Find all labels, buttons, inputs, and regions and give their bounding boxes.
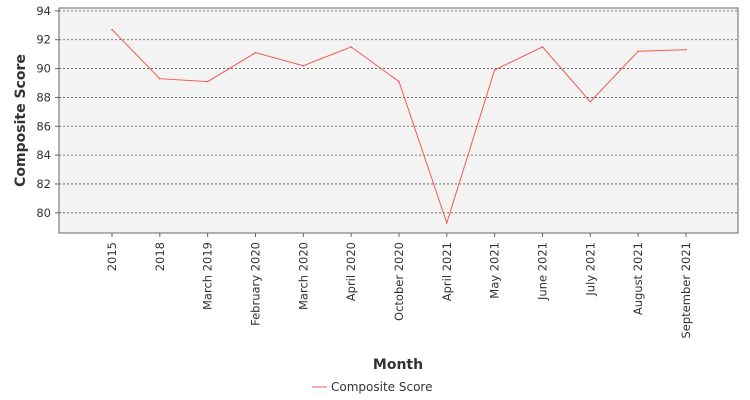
x-tick-label: April 2020: [344, 242, 358, 301]
data-point: [493, 69, 496, 71]
data-point: [159, 77, 161, 80]
legend-label: Composite Score: [331, 380, 432, 394]
legend: Composite Score: [312, 380, 432, 394]
x-tick-label: September 2021: [679, 242, 693, 339]
x-tick-label: 2015: [105, 242, 119, 271]
x-tick-label: March 2019: [201, 242, 215, 310]
x-tick-label: April 2021: [440, 242, 454, 301]
data-point: [685, 49, 687, 51]
y-axis-title: Composite Score: [13, 54, 29, 187]
x-tick-label: 2018: [153, 242, 167, 271]
data-point: [637, 50, 639, 53]
y-tick-label: 80: [36, 206, 51, 220]
x-tick-label: May 2021: [488, 242, 502, 299]
x-tick-label: October 2020: [392, 242, 406, 321]
x-tick-label: February 2020: [248, 242, 262, 326]
x-tick-label: June 2021: [535, 242, 549, 301]
data-point: [398, 80, 400, 83]
y-tick-label: 88: [36, 90, 51, 104]
y-tick-label: 94: [36, 4, 51, 18]
gridlines: [59, 10, 738, 214]
x-tick-label: August 2021: [631, 242, 645, 315]
data-point: [254, 51, 257, 54]
series-lines: [111, 28, 687, 225]
x-tick-label: March 2020: [296, 242, 310, 310]
x-axis-title: Month: [373, 357, 423, 373]
x-tick-label: July 2021: [583, 242, 597, 297]
plot-area: [58, 7, 739, 234]
data-point: [446, 222, 448, 224]
data-point: [302, 64, 305, 67]
y-tick-label: 92: [36, 33, 51, 47]
y-tick-label: 84: [36, 148, 51, 162]
x-axis: 2015 2018 March 2019 February 2020 March 202…: [105, 233, 693, 339]
data-point: [589, 100, 592, 103]
data-point: [206, 80, 209, 83]
y-tick-label: 82: [36, 177, 51, 191]
y-axis: 80 82 84 86 88 90 92 94: [36, 4, 59, 220]
data-point: [350, 46, 352, 48]
data-point: [541, 46, 544, 48]
data-point: [111, 28, 113, 31]
y-tick-label: 90: [36, 62, 51, 76]
y-tick-label: 86: [36, 119, 51, 133]
